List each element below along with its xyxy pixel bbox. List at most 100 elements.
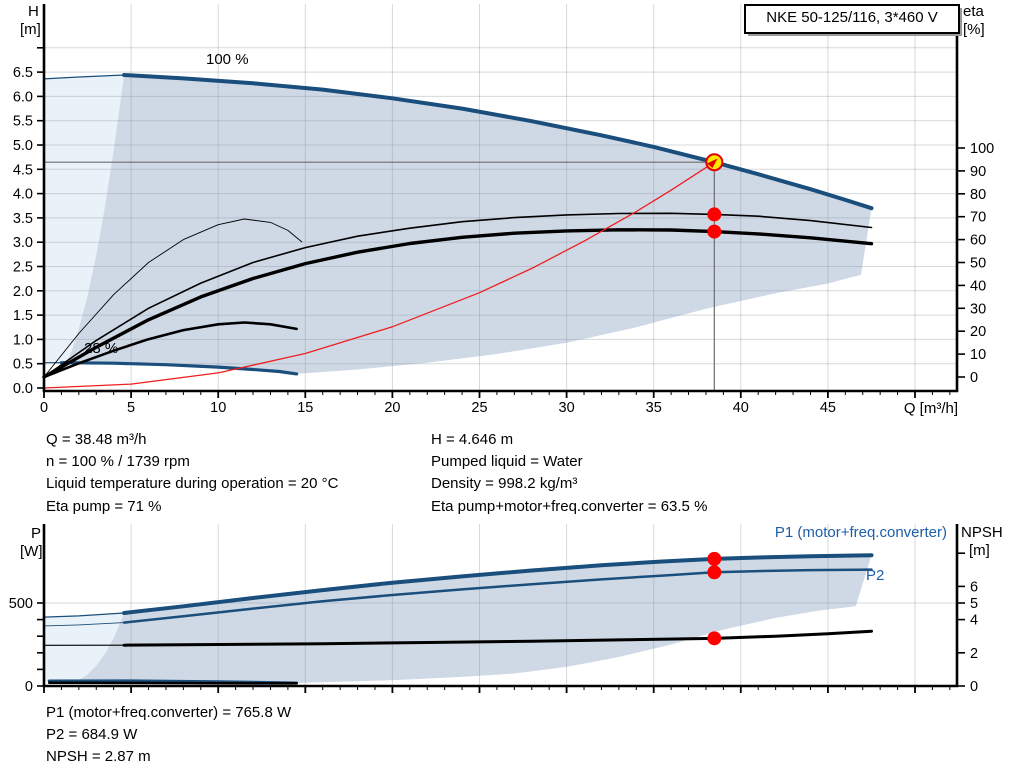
svg-text:0: 0 bbox=[970, 370, 978, 386]
svg-text:6.0: 6.0 bbox=[13, 89, 33, 105]
svg-text:5: 5 bbox=[127, 400, 135, 416]
info-line: NPSH = 2.87 m bbox=[46, 748, 151, 766]
npsh-axis-unit: [m] bbox=[969, 542, 990, 559]
svg-text:0.0: 0.0 bbox=[13, 381, 33, 397]
svg-text:40: 40 bbox=[970, 278, 986, 294]
duty-envelope-area bbox=[66, 75, 872, 374]
eta-axis-label: eta bbox=[963, 3, 984, 20]
svg-text:4.0: 4.0 bbox=[13, 187, 33, 203]
info-line: n = 100 % / 1739 rpm bbox=[46, 453, 190, 471]
q-axis-label: Q [m³/h] bbox=[903, 400, 958, 417]
info-line: Pumped liquid = Water bbox=[431, 453, 583, 471]
svg-text:1.0: 1.0 bbox=[13, 332, 33, 348]
svg-text:15: 15 bbox=[297, 400, 313, 416]
svg-text:35: 35 bbox=[646, 400, 662, 416]
svg-text:50: 50 bbox=[970, 256, 986, 272]
p1-point bbox=[707, 551, 722, 566]
svg-text:3.5: 3.5 bbox=[13, 211, 33, 227]
svg-text:0: 0 bbox=[970, 679, 978, 695]
svg-text:10: 10 bbox=[970, 347, 986, 363]
low-flow-area bbox=[44, 75, 125, 388]
svg-text:25: 25 bbox=[471, 400, 487, 416]
qh-eta-chart: 0 5 10 15 20 25 30 35 40 45 0.0 0.5 1.0 1.5 2.0 2.5 3.0 3… bbox=[13, 4, 994, 416]
speed-100-label: 100 % bbox=[206, 51, 249, 68]
info-line: Liquid temperature during operation = 20… bbox=[46, 475, 339, 493]
power-info: P1 (motor+freq.converter) = 765.8 W P2 =… bbox=[46, 702, 291, 769]
p1-curve bbox=[122, 553, 874, 615]
svg-text:2: 2 bbox=[970, 646, 978, 662]
power-npsh-chart: 0 500 0 2 456 bbox=[9, 524, 978, 695]
svg-text:70: 70 bbox=[970, 210, 986, 226]
svg-text:6.5: 6.5 bbox=[13, 65, 33, 81]
svg-text:3.0: 3.0 bbox=[13, 235, 33, 251]
svg-text:1.5: 1.5 bbox=[13, 308, 33, 324]
svg-text:2.0: 2.0 bbox=[13, 284, 33, 300]
svg-text:4: 4 bbox=[970, 613, 978, 629]
svg-text:80: 80 bbox=[970, 187, 986, 203]
eta-axis-unit: [%] bbox=[963, 21, 985, 38]
qh-curve-28pct bbox=[59, 361, 299, 376]
eta-pump-28pct bbox=[43, 218, 303, 378]
info-line: Q = 38.48 m³/h bbox=[46, 431, 147, 448]
p1-curve-label: P1 (motor+freq.converter) bbox=[774, 524, 947, 541]
p2-curve bbox=[122, 568, 873, 624]
info-line: Density = 998.2 kg/m³ bbox=[431, 475, 578, 493]
eta-total-point bbox=[707, 224, 722, 239]
qh-curve-100pct-thin bbox=[43, 74, 125, 80]
svg-text:0: 0 bbox=[40, 400, 48, 416]
p-axis-label: P bbox=[31, 525, 42, 542]
p-axis-unit: [W] bbox=[20, 543, 43, 560]
svg-text:100: 100 bbox=[970, 141, 994, 157]
pump-type-label: NKE 50-125/116, 3*460 V bbox=[766, 9, 938, 26]
svg-text:20: 20 bbox=[384, 400, 400, 416]
low-flow-area-power bbox=[44, 613, 125, 686]
pump-type-box: NKE 50-125/116, 3*460 V bbox=[744, 4, 960, 34]
svg-text:45: 45 bbox=[820, 400, 836, 416]
npsh-point bbox=[707, 631, 722, 646]
eta-total-100pct bbox=[42, 228, 874, 379]
svg-text:0.5: 0.5 bbox=[13, 357, 33, 373]
svg-text:30: 30 bbox=[559, 400, 575, 416]
svg-text:20: 20 bbox=[970, 324, 986, 340]
duty-point-arrow bbox=[707, 158, 718, 168]
info-line: Eta pump = 71 % bbox=[46, 497, 162, 515]
grid-layer bbox=[44, 4, 957, 391]
eta-pump-point bbox=[707, 207, 722, 222]
svg-text:10: 10 bbox=[210, 400, 226, 416]
svg-text:60: 60 bbox=[970, 233, 986, 249]
h-axis-unit: [m] bbox=[20, 21, 41, 38]
npsh-curve bbox=[122, 629, 873, 647]
svg-text:0: 0 bbox=[25, 679, 33, 695]
p1-curve-thin bbox=[43, 612, 125, 618]
svg-text:2.5: 2.5 bbox=[13, 260, 33, 276]
svg-text:5.0: 5.0 bbox=[13, 138, 33, 154]
svg-text:6: 6 bbox=[970, 579, 978, 595]
svg-text:4.5: 4.5 bbox=[13, 162, 33, 178]
npsh-curve-28pct bbox=[47, 681, 298, 685]
power-envelope-area bbox=[72, 555, 872, 683]
svg-text:30: 30 bbox=[970, 301, 986, 317]
svg-text:5.5: 5.5 bbox=[13, 114, 33, 130]
p2-curve-thin bbox=[43, 622, 125, 627]
p2-curve-label: P2 bbox=[866, 567, 885, 584]
eta-pump-100pct bbox=[43, 212, 873, 378]
info-line: H = 4.646 m bbox=[431, 431, 514, 448]
p2-point bbox=[707, 565, 722, 580]
duty-info-right: H = 4.646 m Pumped liquid = Water Densit… bbox=[431, 429, 707, 518]
info-line: P2 = 684.9 W bbox=[46, 726, 138, 744]
svg-text:500: 500 bbox=[9, 596, 33, 612]
system-curve bbox=[43, 161, 715, 389]
duty-info-left: Q = 38.48 m³/h n = 100 % / 1739 rpm Liqu… bbox=[46, 429, 338, 518]
speed-28-label: 28 % bbox=[84, 340, 119, 357]
grid-layer bbox=[44, 524, 957, 686]
svg-text:5: 5 bbox=[970, 596, 978, 612]
info-line: P1 (motor+freq.converter) = 765.8 W bbox=[46, 704, 292, 721]
npsh-axis-label: NPSH bbox=[961, 524, 1003, 541]
qh-curve-100pct bbox=[122, 73, 874, 211]
eta-total-28pct bbox=[42, 321, 298, 379]
h-axis-label: H bbox=[28, 3, 39, 20]
svg-text:90: 90 bbox=[970, 164, 986, 180]
svg-text:40: 40 bbox=[733, 400, 749, 416]
